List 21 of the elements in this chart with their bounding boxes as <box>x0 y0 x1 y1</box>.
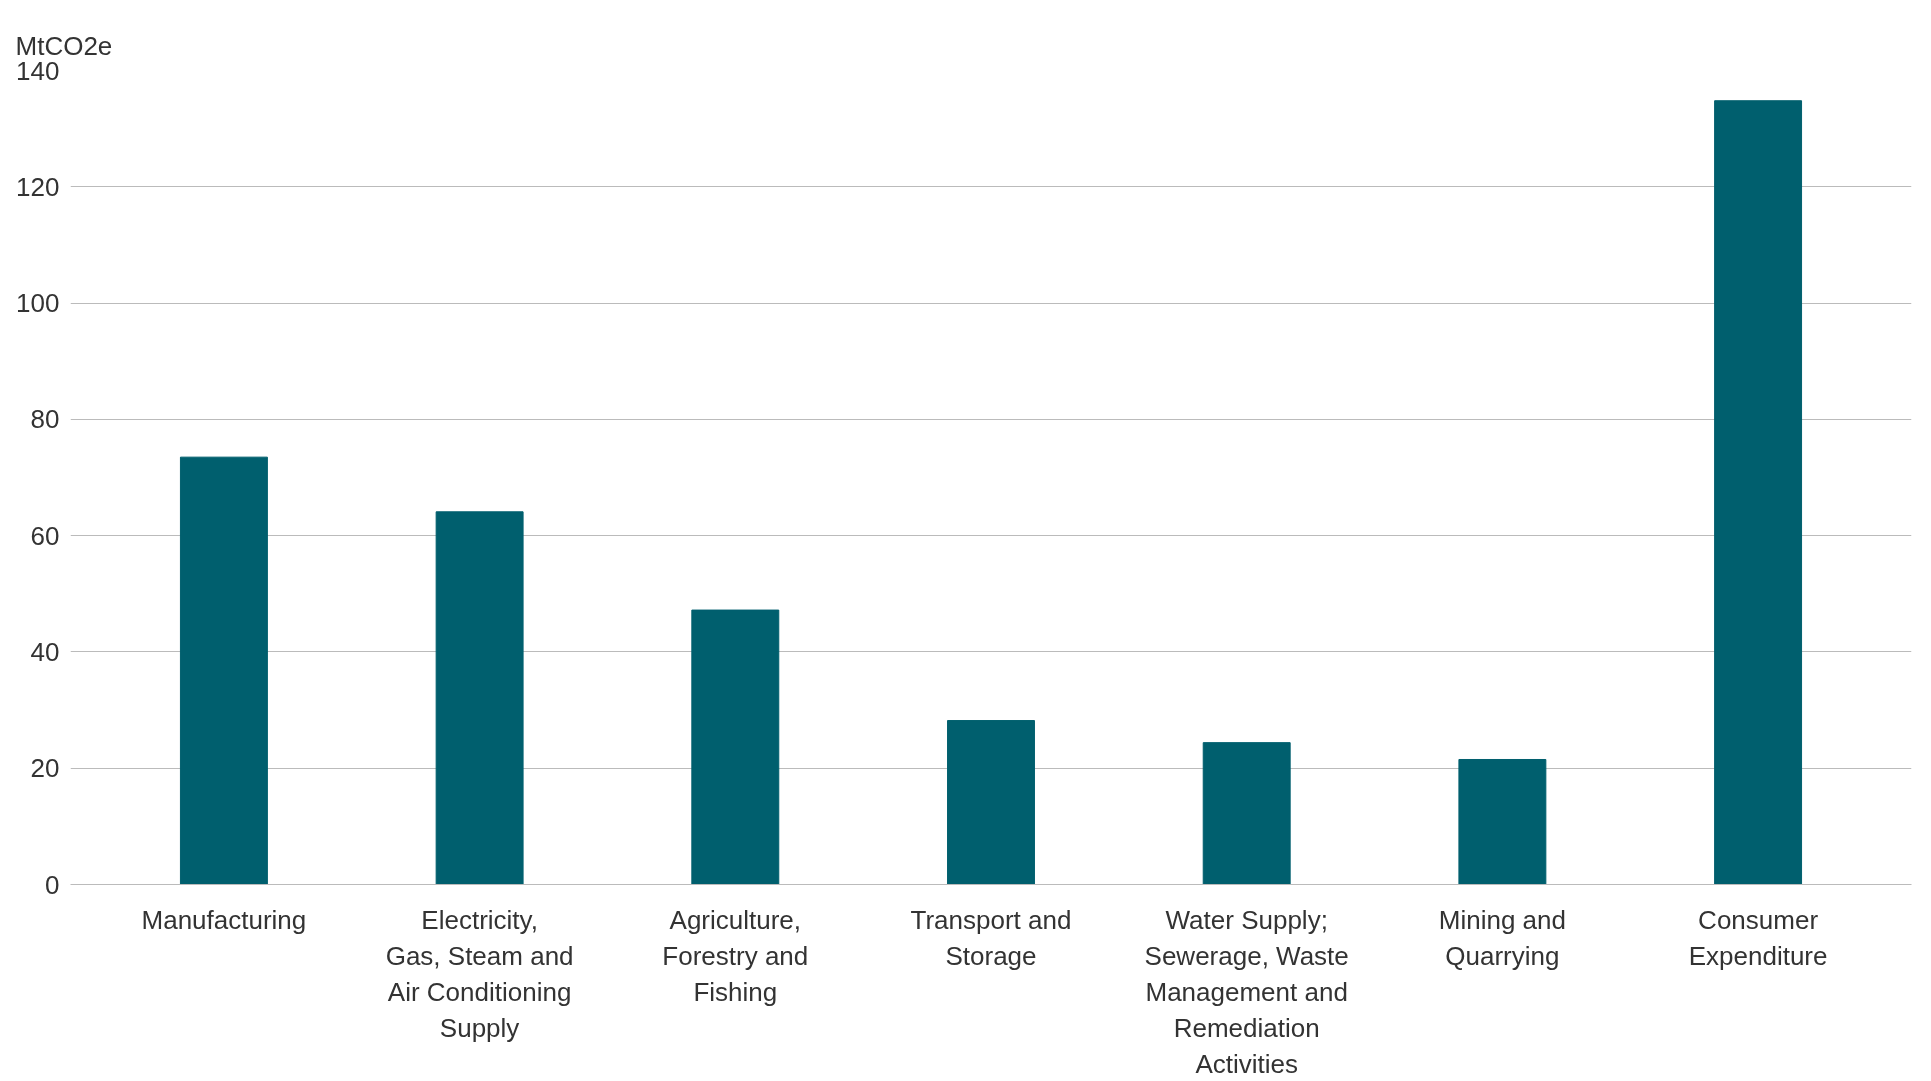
bar <box>1714 100 1803 885</box>
y-tick-label: 100 <box>16 288 60 319</box>
x-tick-label: Mining and Quarrying <box>1438 904 1566 971</box>
bar <box>1458 758 1547 885</box>
x-tick-label: Transport and Storage <box>910 904 1072 971</box>
y-tick-label: 20 <box>30 753 60 784</box>
x-tick-label: Water Supply; Sewerage, Waste Management and Remediation Activities <box>1144 904 1349 1079</box>
bar <box>691 609 780 885</box>
bar <box>179 456 268 885</box>
x-tick-label: Electricity, Gas, Steam and Air Conditioning Supply <box>385 904 574 1043</box>
x-tick-label: Agriculture, Forestry and Fishing <box>662 904 809 1007</box>
bar <box>947 720 1035 885</box>
bar <box>1202 742 1291 885</box>
x-tick-label: Manufacturing <box>141 904 307 935</box>
y-tick-label: 40 <box>30 636 60 667</box>
y-tick-label: 120 <box>16 171 60 202</box>
y-tick-label: 0 <box>45 869 60 900</box>
y-tick-label: 60 <box>30 520 60 551</box>
bar <box>435 511 524 885</box>
x-tick-label: Consumer Expenditure <box>1688 904 1828 971</box>
y-tick-label: 80 <box>30 404 60 435</box>
